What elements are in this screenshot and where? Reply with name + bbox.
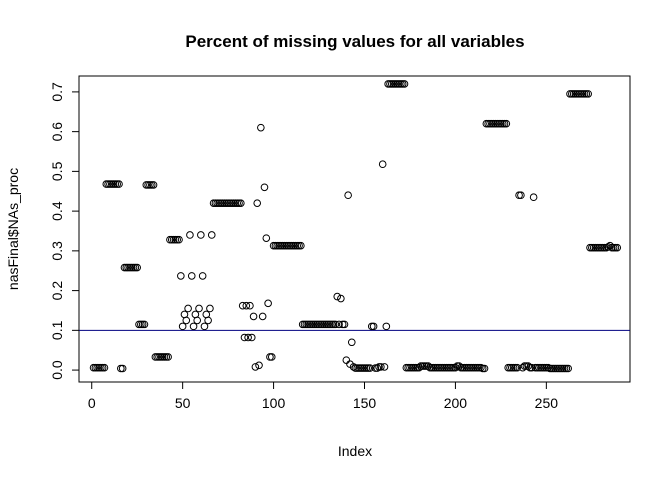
data-points [89,80,622,373]
data-point [178,322,187,331]
data-point [380,363,389,371]
data-point [513,363,522,372]
data-point [238,301,247,310]
y-axis: 0.0 0.1 0.2 0.3 0.4 0.5 0.6 0.7 [49,82,80,380]
x-axis: 0 50 100 150 200 250 [88,381,559,411]
data-point [115,180,123,188]
plot-frame [78,75,631,383]
data-point [604,243,612,251]
data-point [237,199,245,207]
data-point [377,363,385,371]
data-point [331,320,340,329]
data-point [369,322,378,331]
data-point [255,361,263,370]
data-point [118,364,127,373]
data-point [206,304,214,313]
x-tick-label: 0 [88,395,96,411]
data-point [193,316,202,325]
x-axis-label: Index [338,443,372,459]
data-point [247,333,256,342]
data-point [198,272,207,280]
y-tick-label: 0.4 [49,201,65,221]
data-point [400,80,409,88]
data-point [337,294,345,303]
data-point [366,364,374,372]
data-point [251,363,260,371]
data-point [613,243,622,252]
y-tick-label: 0.7 [49,82,65,102]
data-point [253,199,262,207]
x-tick-label: 100 [262,395,286,411]
data-point [502,119,511,128]
data-point [373,364,382,372]
data-point [415,363,423,372]
data-point [204,316,212,325]
data-point [347,338,356,347]
data-point [177,272,185,280]
x-tick-label: 200 [444,395,468,411]
data-point [246,301,254,310]
data-point [517,191,525,200]
data-point [528,363,536,372]
data-point [451,363,460,372]
chart-title: Percent of missing values for all variab… [185,32,524,51]
data-point [195,304,203,313]
data-point [200,322,209,331]
y-tick-label: 0.6 [49,122,65,142]
data-point [242,301,251,310]
data-point [424,362,432,370]
data-point [333,292,342,301]
y-tick-label: 0.1 [49,320,65,340]
data-point [342,356,351,364]
data-point [244,333,252,342]
data-point [149,181,158,189]
data-point [518,363,527,372]
data-point [480,364,489,373]
data-point [258,312,267,321]
data-point [175,235,183,244]
data-point [197,231,205,239]
data-point [455,362,463,370]
x-tick-label: 250 [535,395,559,411]
y-axis-label: nasFinal$NAs_proc [5,168,21,290]
data-point [186,231,194,239]
data-point [207,231,216,239]
data-point [335,320,343,329]
y-tick-label: 0.3 [49,241,65,261]
data-point [260,183,269,192]
data-point [378,160,387,169]
data-point [524,362,532,370]
data-point [257,123,265,132]
data-point [297,241,305,250]
data-point [184,304,192,313]
data-point [133,263,141,272]
x-tick-label: 150 [353,395,377,411]
data-point [264,299,272,308]
data-point [164,353,172,361]
data-point [584,90,592,98]
data-point [189,322,198,331]
data-point [267,353,276,361]
y-tick-label: 0.5 [49,161,65,181]
data-point [100,363,109,372]
y-tick-label: 0.2 [49,281,65,301]
data-point [140,320,149,329]
data-point [344,191,352,200]
data-point [182,316,191,325]
data-point [529,193,538,202]
data-point [382,322,391,331]
data-point [340,320,349,329]
data-point [349,363,358,371]
data-point [240,333,249,342]
data-point [249,312,258,321]
y-tick-label: 0.0 [49,360,65,380]
x-tick-label: 50 [175,395,191,411]
data-point [606,241,614,250]
data-point [187,272,196,280]
data-point [564,364,572,373]
data-point [262,234,271,242]
